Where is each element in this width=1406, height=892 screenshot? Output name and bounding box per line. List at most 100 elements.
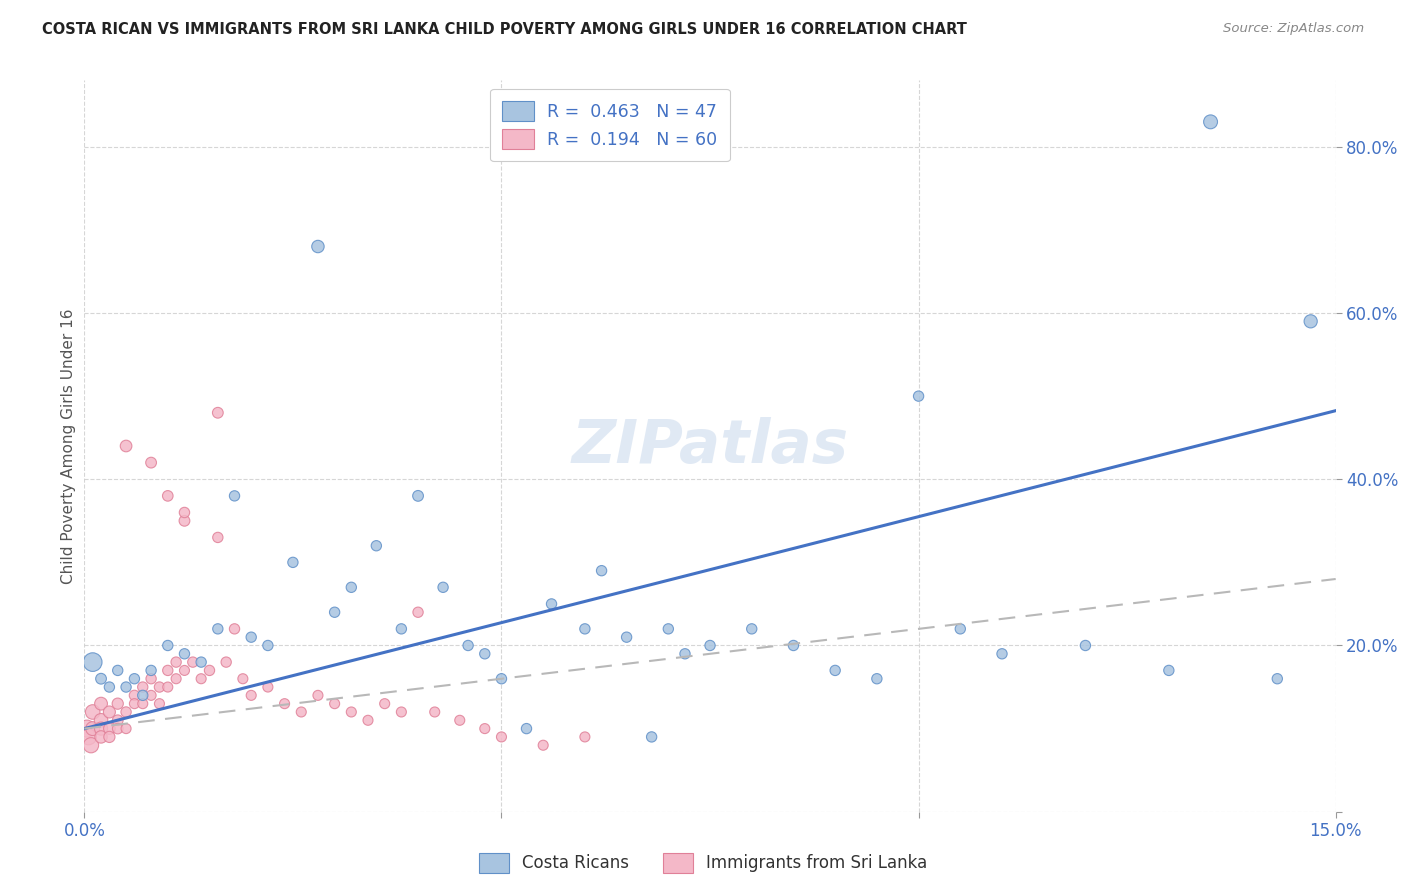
Point [82,655,104,669]
Point [673,647,696,661]
Point [98,730,121,744]
Point [340,580,363,594]
Point [281,555,304,569]
Point [457,639,479,653]
Legend: R =  0.463   N = 47, R =  0.194   N = 60: R = 0.463 N = 47, R = 0.194 N = 60 [491,89,730,161]
Point [340,705,363,719]
Point [156,489,179,503]
Point [389,622,412,636]
Point [132,697,155,711]
Point [224,622,246,636]
Point [190,655,212,669]
Point [616,630,638,644]
Point [406,489,429,503]
Point [574,730,596,744]
Point [232,672,254,686]
Point [699,639,721,653]
Point [491,672,513,686]
Point [148,697,170,711]
Point [290,705,312,719]
Point [115,705,138,719]
Point [449,714,471,728]
Text: Source: ZipAtlas.com: Source: ZipAtlas.com [1223,22,1364,36]
Point [240,689,263,703]
Point [491,730,513,744]
Point [432,580,454,594]
Point [156,639,179,653]
Text: ZIPatlas: ZIPatlas [571,417,849,475]
Point [1199,115,1222,129]
Point [257,639,280,653]
Point [323,697,346,711]
Point [657,622,679,636]
Point [132,680,155,694]
Point [574,622,596,636]
Point [124,697,146,711]
Point [82,722,104,736]
Point [98,680,121,694]
Point [1265,672,1288,686]
Point [173,514,195,528]
Point [198,664,221,678]
Point [107,714,129,728]
Point [98,705,121,719]
Point [124,689,146,703]
Point [77,730,100,744]
Point [132,689,155,703]
Point [173,506,195,520]
Point [540,597,562,611]
Point [80,738,103,752]
Point [115,722,138,736]
Point [949,622,972,636]
Point [76,722,98,736]
Point [90,697,112,711]
Point [115,439,138,453]
Point [156,680,179,694]
Point [165,672,187,686]
Point [640,730,662,744]
Point [98,722,121,736]
Point [824,664,846,678]
Point [782,639,804,653]
Point [107,697,129,711]
Point [307,689,329,703]
Point [389,705,412,719]
Point [139,456,162,470]
Point [90,730,112,744]
Point [215,655,238,669]
Point [90,722,112,736]
Point [181,655,204,669]
Point [107,664,129,678]
Point [991,647,1014,661]
Point [741,622,763,636]
Point [423,705,446,719]
Point [224,489,246,503]
Point [323,605,346,619]
Point [907,389,929,403]
Point [115,680,138,694]
Point [139,689,162,703]
Point [207,622,229,636]
Point [173,664,195,678]
Point [273,697,295,711]
Point [591,564,613,578]
Point [148,680,170,694]
Point [474,722,496,736]
Point [474,647,496,661]
Y-axis label: Child Poverty Among Girls Under 16: Child Poverty Among Girls Under 16 [60,309,76,583]
Point [374,697,396,711]
Legend: Costa Ricans, Immigrants from Sri Lanka: Costa Ricans, Immigrants from Sri Lanka [472,847,934,880]
Point [90,714,112,728]
Point [207,530,229,544]
Point [1074,639,1097,653]
Point [240,630,263,644]
Point [139,672,162,686]
Point [307,239,329,253]
Point [190,672,212,686]
Point [173,647,195,661]
Point [1157,664,1180,678]
Point [82,705,104,719]
Point [866,672,889,686]
Point [357,714,380,728]
Point [257,680,280,694]
